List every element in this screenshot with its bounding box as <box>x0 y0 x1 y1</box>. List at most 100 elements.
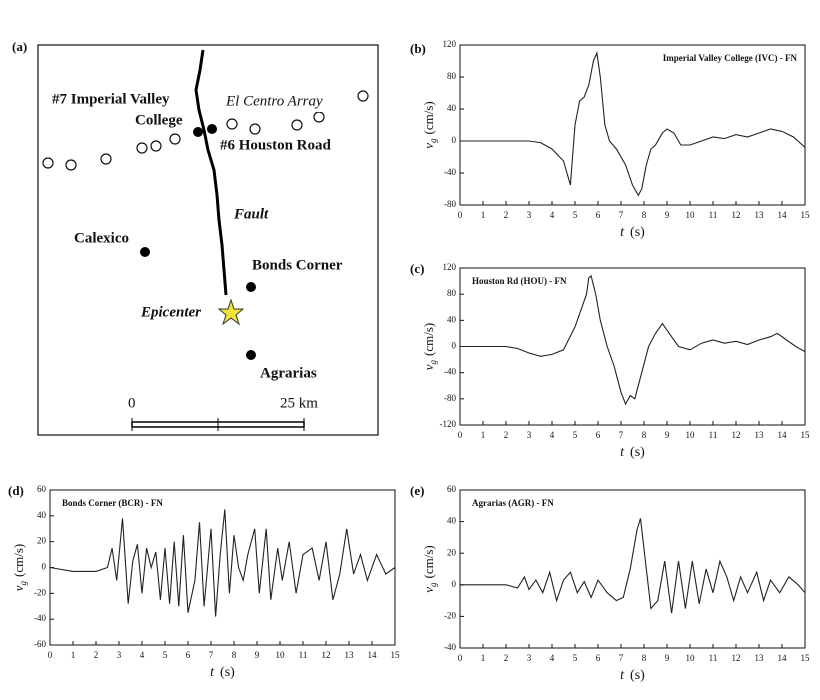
x-label-unit: (s) <box>630 668 645 683</box>
x-tick-label: 4 <box>550 210 555 220</box>
y-tick-label: -20 <box>444 610 456 620</box>
y-tick-label: -80 <box>444 393 456 403</box>
x-tick-label: 3 <box>527 430 532 440</box>
y-tick-label: 20 <box>37 536 47 546</box>
x-tick-label: 7 <box>619 210 624 220</box>
chart-title: Houston Rd (HOU) - FN <box>472 276 567 286</box>
x-tick-label: 2 <box>504 430 509 440</box>
x-tick-label: 1 <box>71 650 76 660</box>
x-tick-label: 2 <box>94 650 99 660</box>
chart-title: Imperial Valley College (IVC) - FN <box>663 53 798 63</box>
y-tick-label: 120 <box>443 39 457 49</box>
x-tick-label: 13 <box>755 430 765 440</box>
x-tick-label: 6 <box>596 210 601 220</box>
x-tick-label: 9 <box>665 430 670 440</box>
y-tick-label: -120 <box>440 419 457 429</box>
y-label-unit: (cm/s) <box>421 545 436 578</box>
y-axis-label: vg (cm/s) <box>11 544 28 592</box>
x-tick-label: 0 <box>458 210 463 220</box>
x-tick-label: 10 <box>686 430 696 440</box>
x-axis-label: t (s) <box>210 665 235 680</box>
x-tick-label: 4 <box>550 430 555 440</box>
y-label-unit: (cm/s) <box>421 101 436 134</box>
y-tick-label: 120 <box>443 262 457 272</box>
y-label-symbol: v <box>421 587 436 593</box>
plot-frame <box>459 44 806 206</box>
panel-label: (a) <box>12 39 27 54</box>
x-tick-label: 4 <box>550 653 555 663</box>
map-label: College <box>135 112 183 128</box>
y-label-symbol: v <box>421 364 436 370</box>
series-line <box>460 518 806 614</box>
x-tick-label: 12 <box>322 650 331 660</box>
x-tick-label: 13 <box>345 650 355 660</box>
y-tick-label: -40 <box>34 613 46 623</box>
x-tick-label: 5 <box>573 430 578 440</box>
x-tick-label: 9 <box>255 650 260 660</box>
label-bg <box>218 92 352 112</box>
chart-title: Bonds Corner (BCR) - FN <box>62 498 163 508</box>
panel-label: (c) <box>410 261 424 276</box>
x-label-symbol: t <box>620 225 625 240</box>
x-tick-label: 14 <box>778 210 788 220</box>
x-label-unit: (s) <box>630 445 645 460</box>
series-line <box>460 274 806 406</box>
y-tick-label: 80 <box>447 288 457 298</box>
x-tick-label: 15 <box>801 430 811 440</box>
x-tick-label: 3 <box>527 210 532 220</box>
array-stations <box>42 90 369 171</box>
x-label-symbol: t <box>620 668 625 683</box>
epicenter-star <box>217 298 245 326</box>
x-tick-label: 13 <box>755 653 765 663</box>
x-axis-label: t (s) <box>620 225 645 240</box>
x-tick-label: 10 <box>686 653 696 663</box>
x-tick-label: 3 <box>527 653 532 663</box>
y-tick-label: -40 <box>444 167 456 177</box>
x-tick-label: 15 <box>801 653 811 663</box>
y-axis-label: vg (cm/s) <box>421 545 438 593</box>
map-label: Calexico <box>74 230 129 246</box>
x-tick-label: 11 <box>709 430 718 440</box>
y-tick-label: 40 <box>447 103 457 113</box>
chart: (b) Imperial Valley College (IVC) - FN -80… <box>410 39 810 240</box>
x-tick-label: 7 <box>619 430 624 440</box>
x-tick-label: 0 <box>458 430 463 440</box>
key-stations <box>140 124 256 360</box>
y-tick-label: -40 <box>444 367 456 377</box>
x-tick-label: 2 <box>504 653 509 663</box>
y-tick-label: -40 <box>444 642 456 652</box>
plot-frame <box>459 489 806 649</box>
y-tick-label: 80 <box>447 71 457 81</box>
panel-label: (b) <box>410 41 426 56</box>
x-tick-label: 7 <box>619 653 624 663</box>
x-tick-label: 7 <box>209 650 214 660</box>
x-tick-label: 5 <box>163 650 168 660</box>
x-tick-label: 4 <box>140 650 145 660</box>
x-tick-label: 12 <box>732 210 741 220</box>
x-tick-label: 0 <box>48 650 53 660</box>
y-tick-label: 0 <box>42 562 47 572</box>
x-tick-label: 13 <box>755 210 765 220</box>
x-tick-label: 1 <box>481 653 486 663</box>
chart-title: Agrarias (AGR) - FN <box>472 498 554 508</box>
y-label-symbol: v <box>11 585 26 591</box>
y-tick-label: 0 <box>452 341 457 351</box>
x-tick-label: 3 <box>117 650 122 660</box>
map-label: El Centro Array <box>225 93 323 109</box>
y-tick-label: 0 <box>452 579 457 589</box>
scale-bar <box>131 418 305 431</box>
x-tick-label: 8 <box>232 650 237 660</box>
panel-label: (e) <box>410 483 424 498</box>
y-axis-label: vg (cm/s) <box>421 323 438 371</box>
x-tick-label: 15 <box>801 210 811 220</box>
y-tick-label: -20 <box>34 587 46 597</box>
y-label-subscript: g <box>428 582 438 587</box>
map-frame <box>37 44 379 436</box>
y-label-symbol: v <box>421 143 436 149</box>
x-tick-label: 2 <box>504 210 509 220</box>
x-tick-label: 1 <box>481 430 486 440</box>
x-tick-label: 6 <box>596 430 601 440</box>
x-axis-label: t (s) <box>620 668 645 683</box>
x-tick-label: 8 <box>642 430 647 440</box>
fault-line <box>194 49 228 296</box>
